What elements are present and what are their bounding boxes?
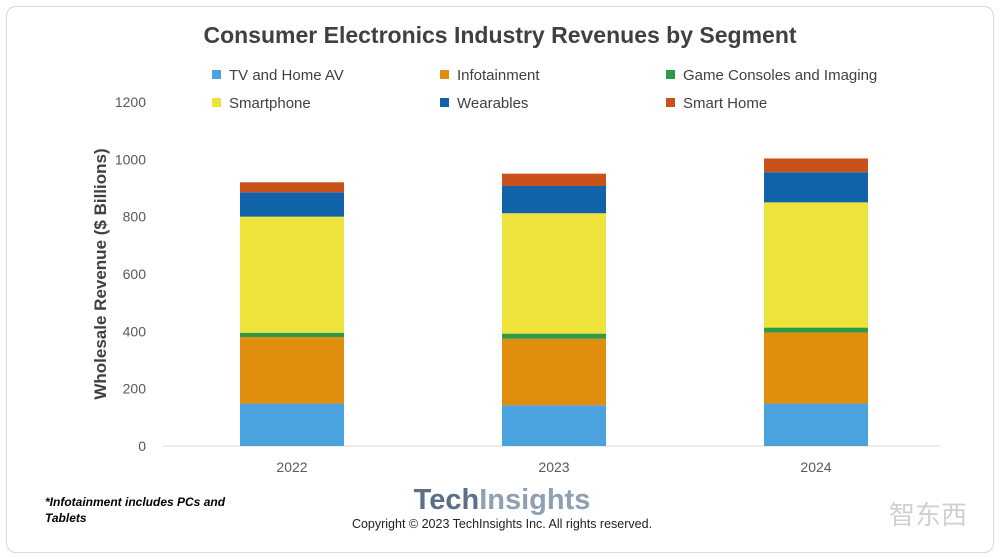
legend-swatch-1 — [440, 70, 449, 79]
legend-swatch-5 — [666, 98, 675, 107]
bar-2022-game-consoles-and-imaging — [240, 332, 344, 338]
y-axis-label: Wholesale Revenue ($ Billions) — [91, 148, 110, 399]
footnote-line-1: *Infotainment includes PCs and — [45, 495, 226, 509]
bar-2023-smart-home — [502, 173, 606, 186]
bar-2023-wearables — [502, 185, 606, 214]
bar-2024-smartphone — [764, 202, 868, 328]
legend-label-3: Smartphone — [229, 95, 311, 112]
bar-2024-infotainment — [764, 332, 868, 404]
bar-2022-tv-and-home-av — [240, 403, 344, 446]
x-tick-label-1: 2023 — [538, 459, 569, 475]
y-tick-label-3: 600 — [123, 266, 147, 282]
y-tick-label-0: 0 — [138, 438, 146, 454]
bar-2023-infotainment — [502, 338, 606, 406]
bar-2024-tv-and-home-av — [764, 403, 868, 446]
x-axis-ticks: 2022 2023 2024 — [276, 459, 831, 475]
legend-label-0: TV and Home AV — [229, 67, 344, 84]
bar-2022-smartphone — [240, 216, 344, 333]
footnote-line-2: Tablets — [45, 511, 87, 525]
brand-logo-part-2: Insights — [479, 484, 590, 516]
bar-2022-smart-home — [240, 182, 344, 193]
legend-label-1: Infotainment — [457, 67, 540, 84]
bar-2024-smart-home — [764, 158, 868, 173]
bar-2024-wearables — [764, 172, 868, 203]
bar-2023-smartphone — [502, 213, 606, 334]
bar-2023-game-consoles-and-imaging — [502, 333, 606, 339]
bar-2023-tv-and-home-av — [502, 405, 606, 446]
chart-title: Consumer Electronics Industry Revenues b… — [203, 22, 796, 48]
bar-2024-game-consoles-and-imaging — [764, 327, 868, 333]
x-tick-label-0: 2022 — [276, 459, 307, 475]
y-tick-label-6: 1200 — [115, 94, 146, 110]
y-tick-label-1: 200 — [123, 381, 147, 397]
brand-logo: TechInsights — [414, 484, 591, 516]
legend-swatch-3 — [212, 98, 221, 107]
x-tick-label-2: 2024 — [800, 459, 831, 475]
legend-label-4: Wearables — [457, 95, 528, 112]
y-tick-label-5: 1000 — [115, 151, 146, 167]
bar-2022-infotainment — [240, 337, 344, 404]
legend: TV and Home AV Infotainment Game Consoles … — [212, 67, 877, 112]
legend-label-2: Game Consoles and Imaging — [683, 67, 877, 84]
legend-swatch-0 — [212, 70, 221, 79]
y-axis-ticks: 0 200 400 600 800 1000 1200 — [115, 94, 146, 454]
y-tick-label-2: 400 — [123, 323, 147, 339]
y-tick-label-4: 800 — [123, 209, 147, 225]
legend-swatch-4 — [440, 98, 449, 107]
bar-2022-wearables — [240, 192, 344, 217]
watermark: 智东西 — [889, 501, 967, 531]
copyright-text: Copyright © 2023 TechInsights Inc. All r… — [352, 517, 652, 531]
legend-swatch-2 — [666, 70, 675, 79]
legend-label-5: Smart Home — [683, 95, 767, 112]
bars — [240, 158, 868, 446]
brand-logo-part-1: Tech — [414, 484, 480, 516]
